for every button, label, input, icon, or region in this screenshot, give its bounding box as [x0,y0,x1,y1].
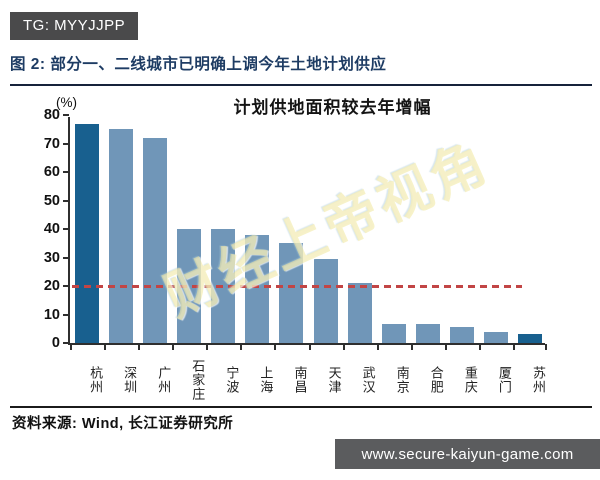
x-axis-label-南昌: 南昌 [292,366,308,394]
bar-广州 [143,137,168,343]
bar-重庆 [449,327,474,343]
y-axis-tick [63,142,69,145]
x-axis-label-深圳: 深圳 [122,366,138,394]
x-axis-label-苏州: 苏州 [530,366,546,394]
bar-合肥 [415,324,440,343]
x-axis-label-上海: 上海 [258,366,274,394]
y-axis-tick [63,313,69,316]
x-axis-tick [444,344,447,350]
x-axis-tick [478,344,481,350]
y-axis-tick [63,199,69,202]
reference-line [72,284,522,288]
x-axis-tick [308,344,311,350]
y-axis-tick [63,114,69,116]
y-axis-tick-label: 40 [43,221,60,237]
bar-厦门 [483,331,508,343]
x-axis-tick [342,344,345,350]
chart: (%) 计划供地面积较去年增幅 0 10 20 30 40 50 60 70 80 杭州 深圳 广州… [0,92,600,408]
y-axis-tick-label: 20 [43,278,60,294]
y-axis-tick-label: 30 [43,249,60,266]
x-axis-tick [172,344,175,350]
chart-title: 计划供地面积较去年增幅 [233,98,432,117]
y-axis-tick-label: 50 [43,192,60,209]
bar-上海 [245,234,270,343]
website-badge-label: www.secure-kaiyun-game.com [361,445,574,463]
bar-苏州 [517,334,542,343]
x-axis-tick [376,344,379,350]
y-axis-tick-label: 60 [43,164,60,180]
tg-badge: TG: MYYJJPP [10,12,139,40]
y-axis-unit-label: (%) [56,95,77,110]
bar-武汉 [347,283,372,343]
x-axis-label-石家庄: 石家庄 [190,359,206,401]
website-badge: www.secure-kaiyun-game.com [335,439,600,469]
x-axis-label-杭州: 杭州 [88,366,104,394]
x-axis-tick [410,344,413,350]
x-axis-tick [274,344,277,350]
x-axis-tick [512,344,515,350]
x-axis-tick [545,344,547,350]
bar-南京 [381,324,406,343]
figure-title: 图 2: 部分一、二线城市已明确上调今年土地计划供应 [10,56,387,73]
title-divider [10,84,592,86]
x-axis-labels: 杭州 深圳 广州 石家庄 宁波 上海 南昌 天津 武汉 南京 合肥 重庆 厦门 苏州 [68,352,546,408]
y-axis-tick [63,228,69,230]
x-axis-label-宁波: 宁波 [224,366,240,394]
x-axis-tick [240,344,243,350]
x-axis-tick [138,344,141,350]
x-axis-tick [104,344,107,350]
footer-divider [10,406,592,408]
plot-area: 0 10 20 30 40 50 60 70 80 [44,107,547,351]
tg-badge-label: TG: MYYJJPP [23,17,126,34]
y-axis-tick [63,171,69,173]
y-axis-tick [63,256,69,259]
x-axis-tick [70,344,72,350]
x-axis-tick [206,344,209,350]
source-note: 资料来源: Wind, 长江证券研究所 [12,416,234,432]
x-axis-label-重庆: 重庆 [462,366,478,394]
bar-南昌 [279,243,304,343]
bar-天津 [313,258,338,343]
bar-深圳 [109,129,134,343]
x-axis-label-广州: 广州 [156,366,172,394]
y-axis-tick-label: 80 [43,107,60,123]
bar-杭州 [75,123,100,343]
x-axis-label-厦门: 厦门 [496,366,512,394]
y-axis-tick [63,285,69,287]
y-axis-tick-label: 0 [51,335,60,351]
y-axis-tick-label: 70 [43,135,60,152]
x-axis-label-天津: 天津 [326,366,342,394]
x-axis-label-合肥: 合肥 [428,366,444,394]
y-axis-tick [63,342,69,344]
x-axis-label-武汉: 武汉 [360,366,376,394]
x-axis-label-南京: 南京 [394,366,410,394]
y-axis-tick-label: 10 [43,306,60,323]
